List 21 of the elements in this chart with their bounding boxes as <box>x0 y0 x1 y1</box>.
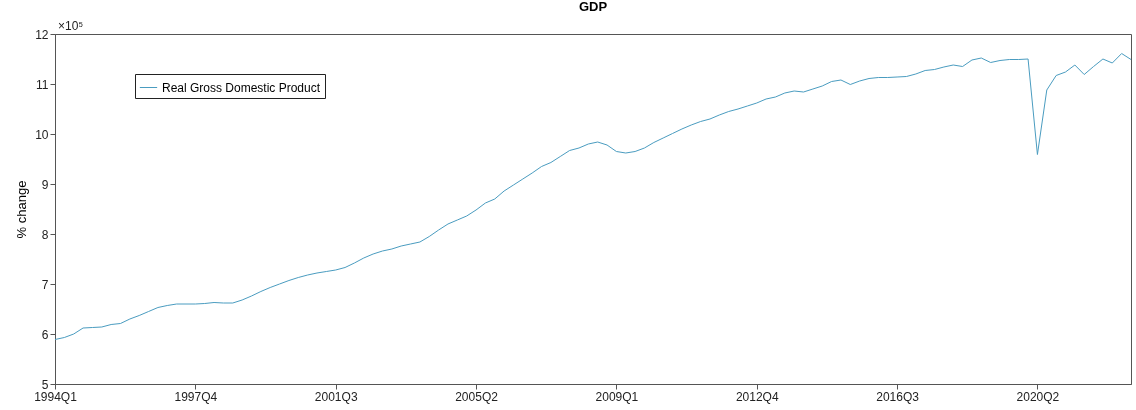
x-tick-label: 2020Q2 <box>1016 389 1060 404</box>
y-axis-title: % change <box>14 180 30 239</box>
x-tick-label: 2005Q2 <box>455 389 499 404</box>
y-tick-label: 8 <box>41 227 49 242</box>
y-tick-label: 10 <box>35 127 49 142</box>
y-tick-label: 7 <box>41 277 49 292</box>
y-tick-label: 5 <box>41 377 49 392</box>
x-tick-label: 2016Q3 <box>876 389 920 404</box>
x-tick-label: 1997Q4 <box>174 389 218 404</box>
x-tick-label: 2012Q4 <box>735 389 779 404</box>
legend-label: Real Gross Domestic Product <box>162 80 321 95</box>
y-tick-label: 9 <box>41 177 49 192</box>
line-series <box>55 53 1131 340</box>
x-tick-label: 2001Q3 <box>314 389 358 404</box>
y-tick-label: 11 <box>36 77 49 92</box>
chart-title: GDP <box>578 0 608 14</box>
x-tick-label: 1994Q1 <box>34 389 78 404</box>
y-tick-label: 6 <box>41 327 49 342</box>
x-tick-label: 2009Q1 <box>595 389 639 404</box>
text: ×10⁵ <box>58 19 84 33</box>
y-tick-label: 12 <box>35 27 49 42</box>
